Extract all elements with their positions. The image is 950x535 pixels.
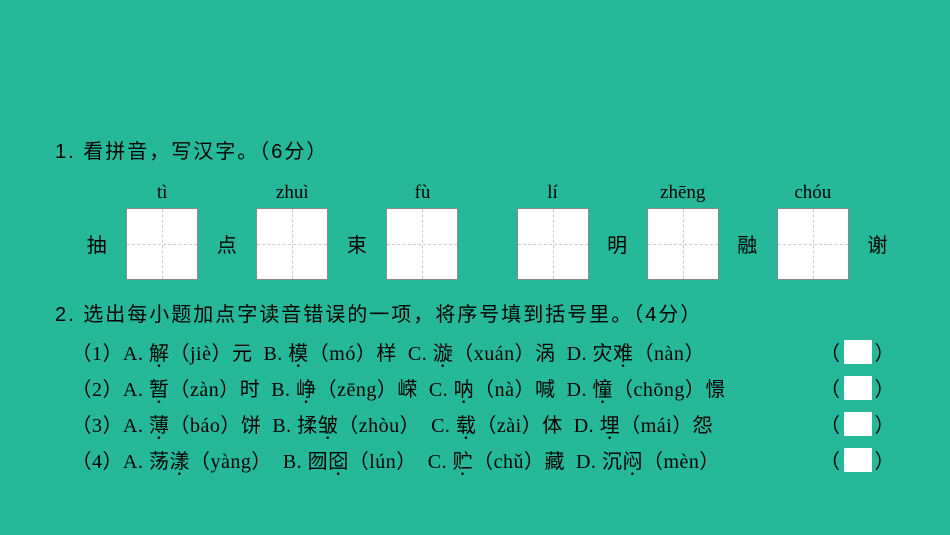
q1-group: chóu <box>777 182 849 280</box>
answer-paren: （） <box>820 337 895 366</box>
q2-line: （4）A. 荡漾（yàng） B. 囫囵（lún） C. 贮（chǔ）藏 D. … <box>55 445 895 474</box>
q1-pinyin: tì <box>157 182 168 204</box>
q1-group: tì <box>126 182 198 280</box>
q1-group: zhēng <box>647 182 719 280</box>
q2-title: 2. 选出每小题加点字读音错误的一项，将序号填到括号里。（4分） <box>55 298 895 327</box>
answer-box[interactable] <box>844 412 872 436</box>
q2-line-text: （1）A. 解（jiè）元 B. 模（mó）样 C. 漩（xuán）涡 D. 灾… <box>55 337 716 366</box>
q1-pinyin: zhuì <box>276 182 309 204</box>
char-input-box[interactable] <box>256 208 328 280</box>
q1-pinyin: lí <box>547 182 558 204</box>
q1-char-pre: 点 <box>210 229 244 280</box>
q1-pinyin: fù <box>415 182 431 204</box>
q1-group: fù <box>386 182 458 280</box>
char-input-box[interactable] <box>517 208 589 280</box>
q1-char-pre: 束 <box>340 229 374 280</box>
answer-paren: （） <box>820 373 895 402</box>
q1-row: 抽 tì 点 zhuì 束 fù lí 明 zhēng 融 <box>80 182 895 280</box>
answer-paren: （） <box>820 445 895 474</box>
worksheet-content: 1. 看拼音，写汉字。（6分） 抽 tì 点 zhuì 束 fù lí 明 zh… <box>0 0 950 474</box>
q1-pinyin: chóu <box>794 182 831 204</box>
q1-title: 1. 看拼音，写汉字。（6分） <box>55 135 895 164</box>
answer-box[interactable] <box>844 448 872 472</box>
q1-pinyin: zhēng <box>660 182 705 204</box>
q2-lines: （1）A. 解（jiè）元 B. 模（mó）样 C. 漩（xuán）涡 D. 灾… <box>55 337 895 474</box>
char-input-box[interactable] <box>777 208 849 280</box>
q2-line: （2）A. 暂（zàn）时 B. 峥（zēng）嵘 C. 呐（nà）喊 D. 憧… <box>55 373 895 402</box>
answer-box[interactable] <box>844 340 872 364</box>
char-input-box[interactable] <box>386 208 458 280</box>
q1-char-pre: 抽 <box>80 229 114 280</box>
q1-group: zhuì <box>256 182 328 280</box>
q1-group: lí <box>517 182 589 280</box>
q1-char-post: 谢 <box>861 229 895 280</box>
answer-paren: （） <box>820 409 895 438</box>
q2-line: （3）A. 薄（báo）饼 B. 揉皱（zhòu） C. 载（zài）体 D. … <box>55 409 895 438</box>
q1-char-post: 明 <box>601 229 635 280</box>
char-input-box[interactable] <box>647 208 719 280</box>
q1-char-pre <box>470 258 504 280</box>
q2-line: （1）A. 解（jiè）元 B. 模（mó）样 C. 漩（xuán）涡 D. 灾… <box>55 337 895 366</box>
char-input-box[interactable] <box>126 208 198 280</box>
answer-box[interactable] <box>844 376 872 400</box>
q1-char-post: 融 <box>731 229 765 280</box>
